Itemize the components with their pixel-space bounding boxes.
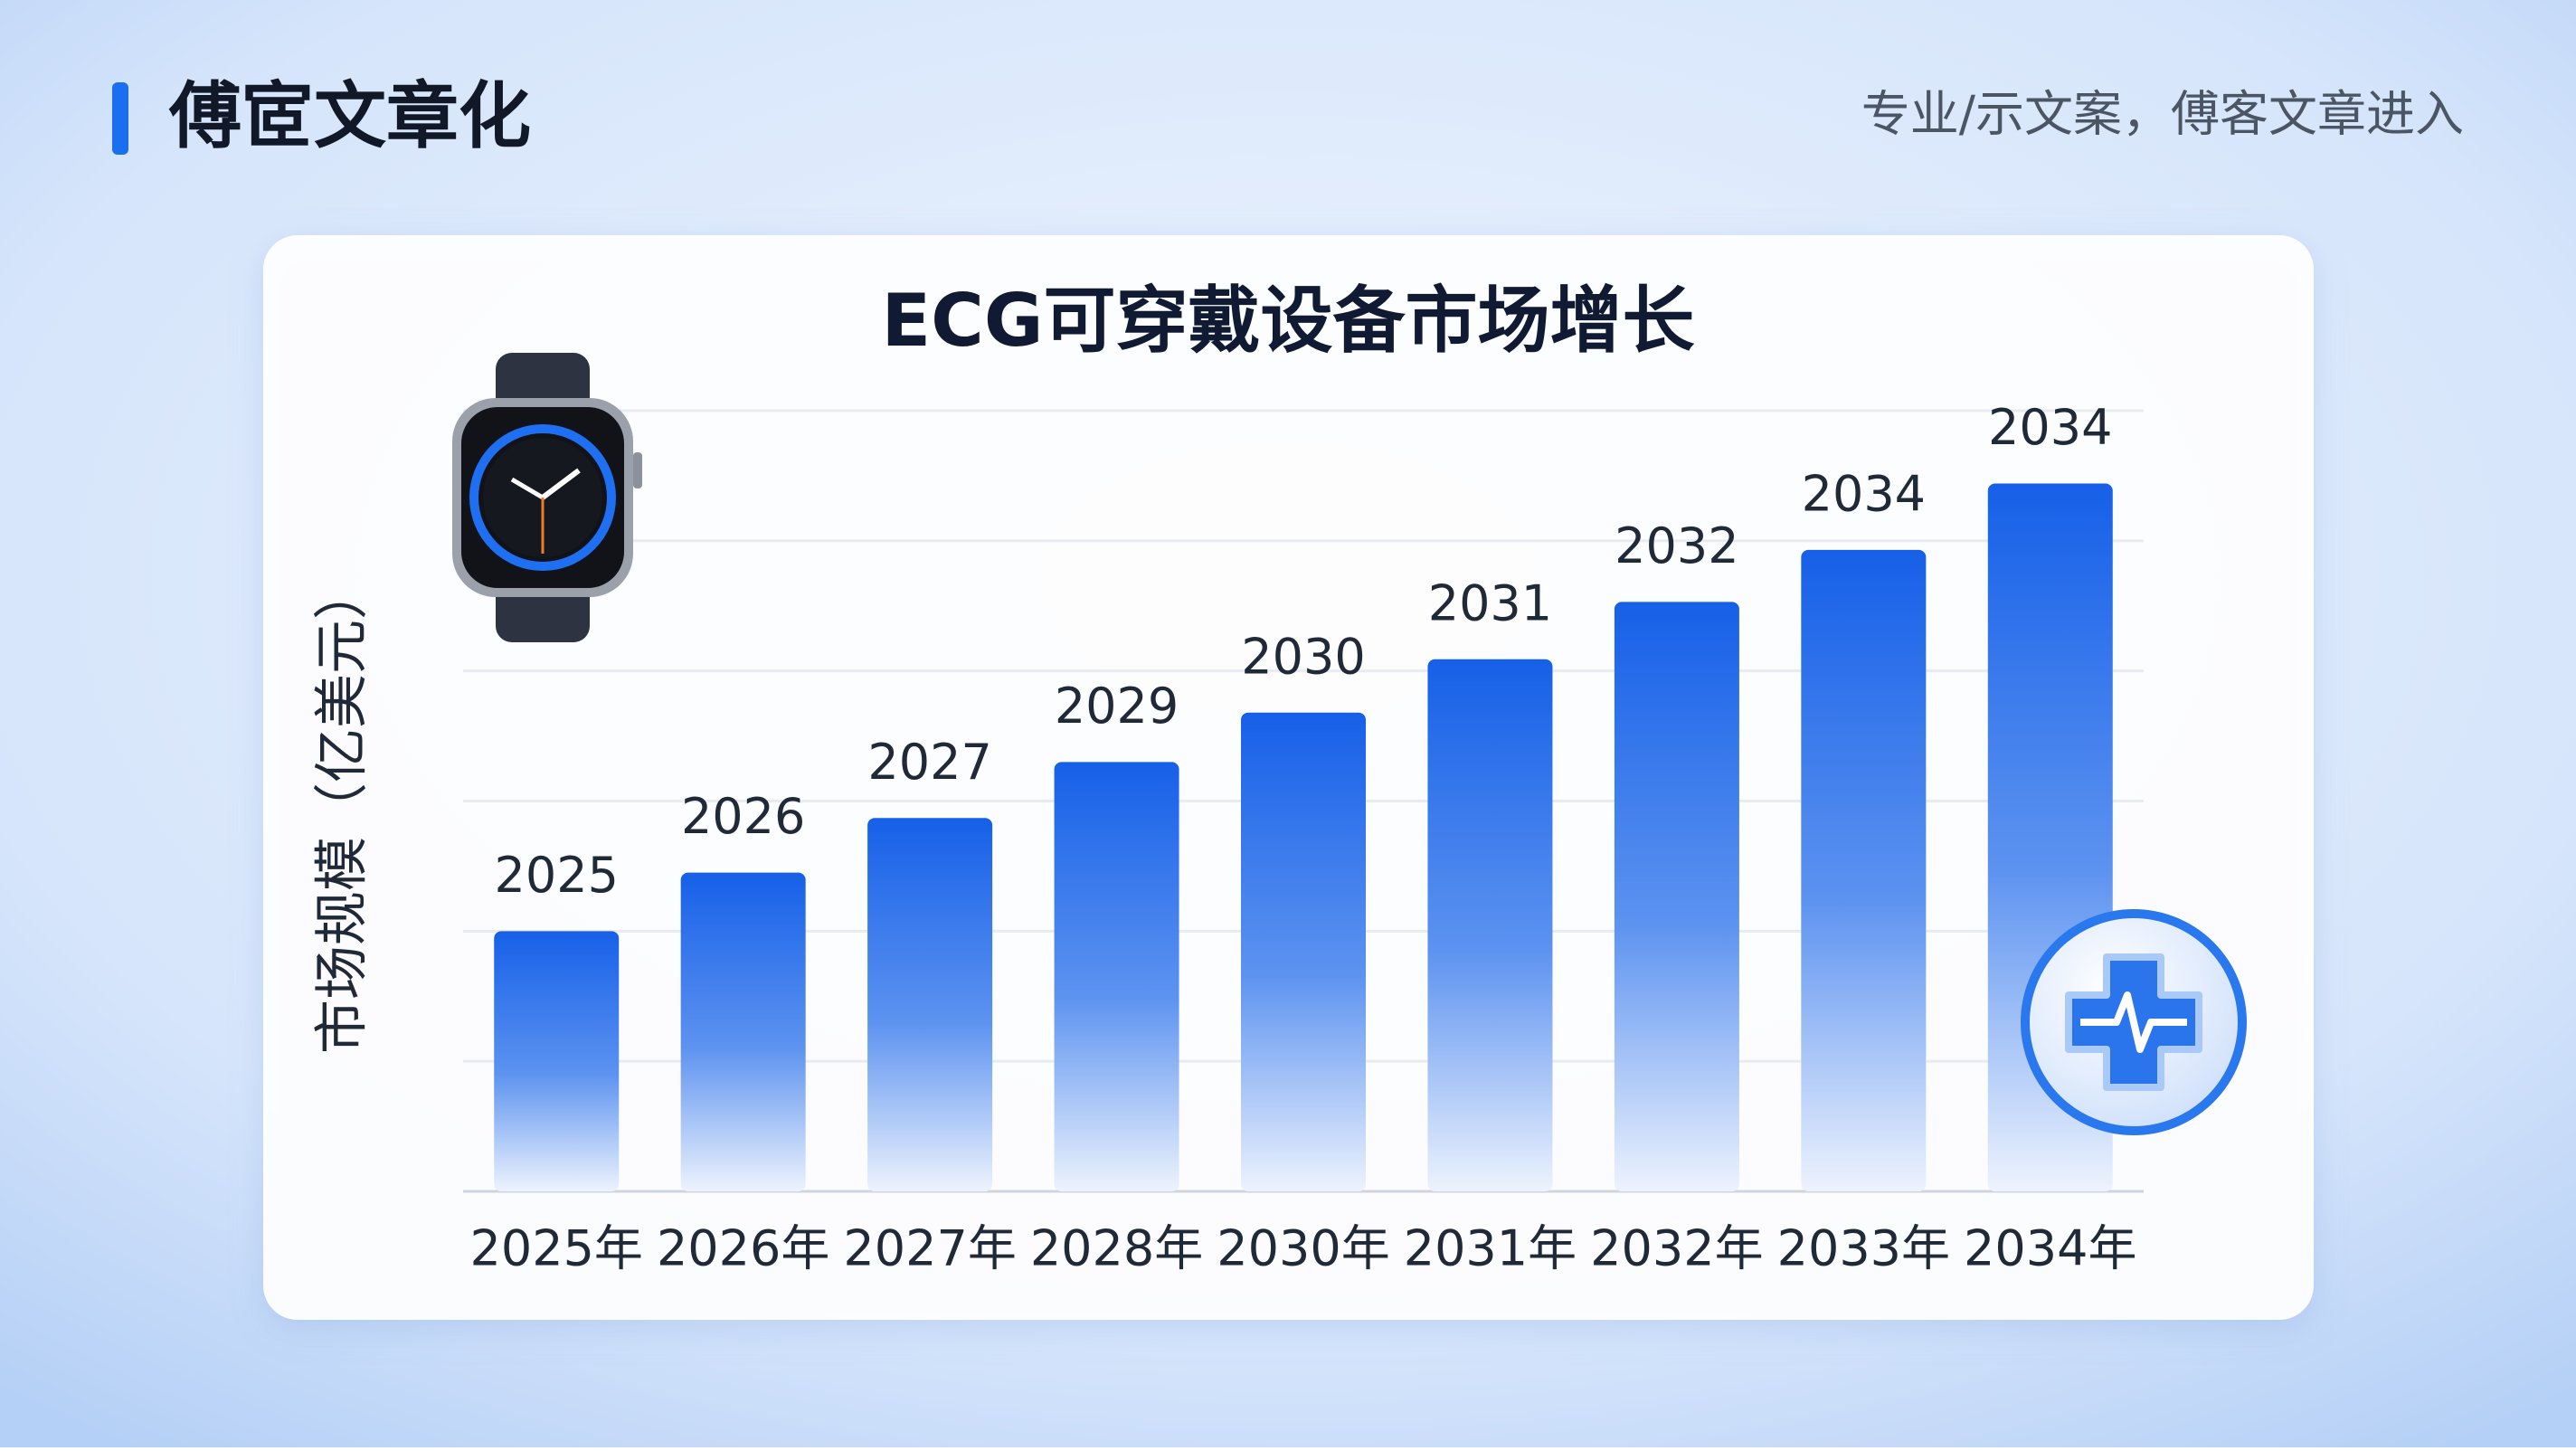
bar bbox=[1241, 712, 1366, 1191]
page-title: 傅宧文章化 bbox=[168, 74, 531, 158]
bar-label: 2031 bbox=[1428, 574, 1552, 631]
bar-label: 2025 bbox=[495, 847, 619, 904]
bar bbox=[867, 818, 993, 1191]
y-axis-label: 市场规模（亿美元） bbox=[311, 565, 374, 1054]
watch-icon bbox=[452, 353, 642, 642]
bar-label: 2032 bbox=[1615, 517, 1738, 574]
x-tick-label: 2028年 bbox=[1030, 1220, 1203, 1277]
bar-label: 2034 bbox=[1802, 466, 1926, 523]
x-tick-label: 2027年 bbox=[843, 1220, 1016, 1277]
x-tick-label: 2026年 bbox=[657, 1220, 829, 1277]
bar-label: 2030 bbox=[1241, 628, 1365, 685]
bar bbox=[680, 872, 806, 1191]
title-accent bbox=[112, 82, 128, 155]
bar-label: 2027 bbox=[867, 734, 991, 791]
bar-label: 2026 bbox=[681, 788, 805, 845]
bar-label: 2034 bbox=[1988, 399, 2112, 456]
bar bbox=[494, 931, 620, 1191]
page-subtitle: 专业/示文案，傅客文章进入 bbox=[1861, 86, 2464, 143]
bar bbox=[1427, 659, 1553, 1191]
bar bbox=[1614, 602, 1739, 1191]
x-tick-label: 2032年 bbox=[1590, 1220, 1763, 1277]
plot: 2025年 2025 2026年 2026 2027年 2027 2028年 2029 2030… bbox=[463, 399, 2144, 1277]
x-tick-label: 2031年 bbox=[1404, 1220, 1577, 1277]
x-tick-label: 2025年 bbox=[470, 1220, 643, 1277]
bar-label: 2029 bbox=[1055, 678, 1179, 735]
x-tick-label: 2034年 bbox=[1964, 1220, 2136, 1277]
bar bbox=[1801, 549, 1927, 1191]
x-tick-label: 2030年 bbox=[1217, 1220, 1389, 1277]
chart-title: ECG可穿戴设备市场增长 bbox=[881, 279, 1694, 363]
x-tick-label: 2033年 bbox=[1777, 1220, 1950, 1277]
bar bbox=[1054, 762, 1179, 1191]
medical-icon bbox=[2021, 909, 2247, 1135]
